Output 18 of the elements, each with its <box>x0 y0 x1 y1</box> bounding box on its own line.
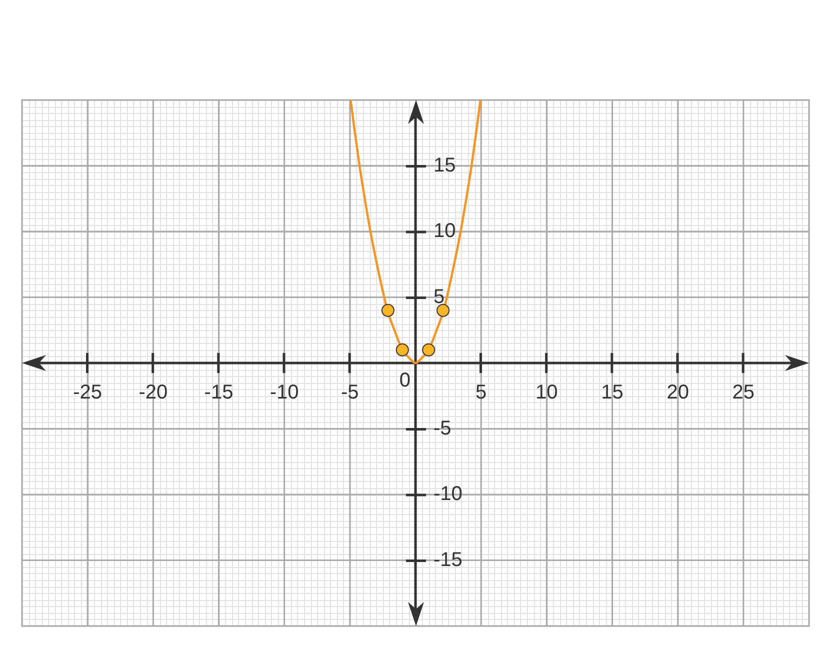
y-tick-label: -5 <box>434 417 452 440</box>
annotation: 0 <box>399 370 410 392</box>
x-tick-label: 25 <box>732 382 755 404</box>
line-series <box>349 100 482 364</box>
y-tick-label: -15 <box>434 548 462 571</box>
x-tick-label: -20 <box>138 382 168 404</box>
y-tick-label: 5 <box>434 286 445 308</box>
x-tick-label: -25 <box>73 382 102 404</box>
x-tick-label: 5 <box>476 382 487 404</box>
x-tick-label: -10 <box>270 382 299 404</box>
y-tick-label: 15 <box>434 154 456 176</box>
y-tick-label: 10 <box>434 220 456 242</box>
x-tick-label: 15 <box>601 382 624 404</box>
x-tick-label: -15 <box>204 382 234 404</box>
x-tick-label: -5 <box>341 382 359 404</box>
x-tick-label: 10 <box>536 382 558 404</box>
y-tick-label: -10 <box>434 483 462 506</box>
x-tick-label: 20 <box>666 382 689 404</box>
